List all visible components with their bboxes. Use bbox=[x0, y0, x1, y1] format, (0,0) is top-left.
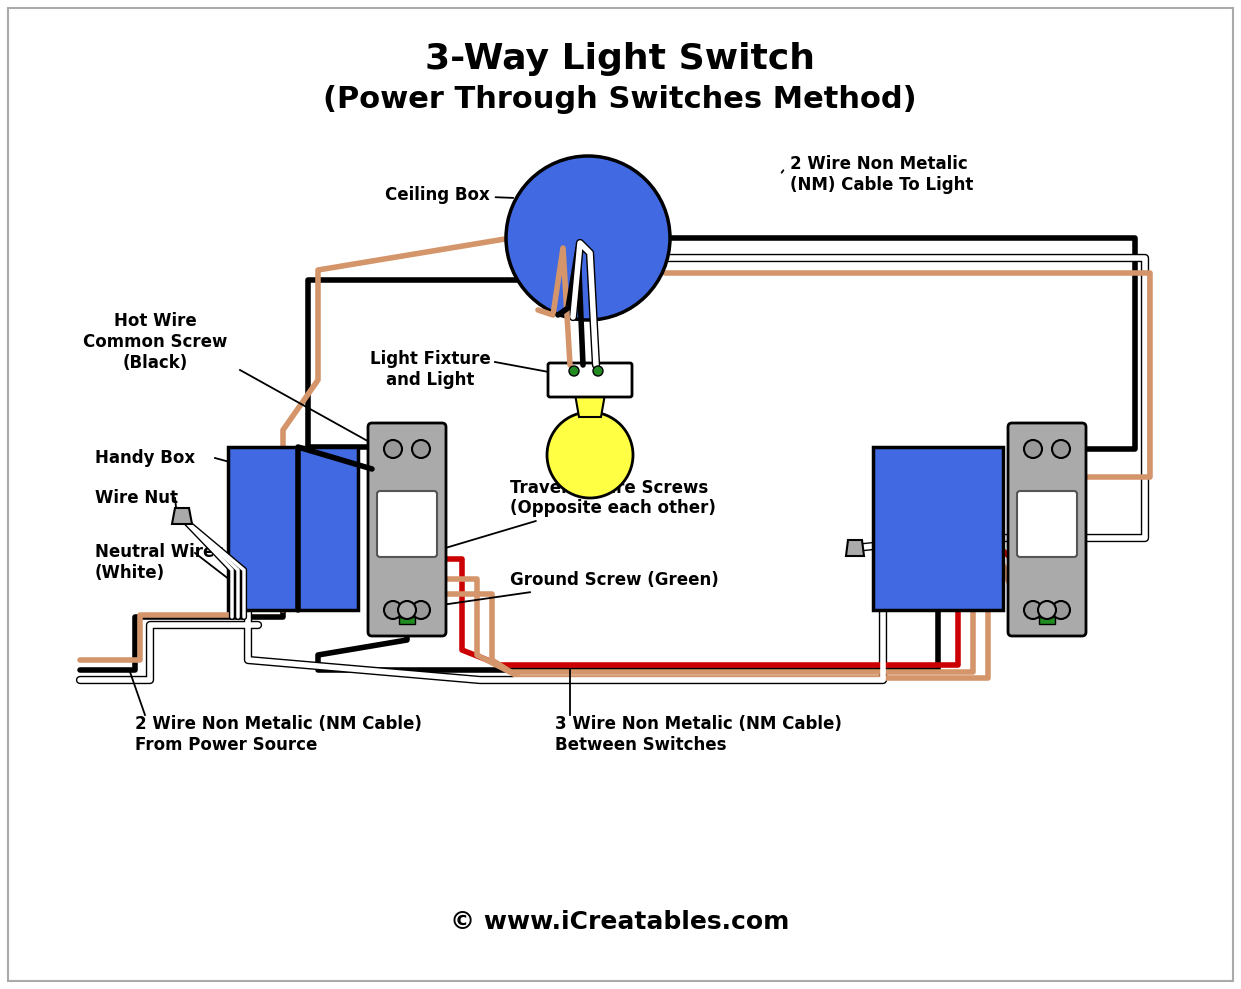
Circle shape bbox=[383, 440, 402, 458]
Circle shape bbox=[570, 366, 580, 376]
FancyBboxPatch shape bbox=[400, 617, 414, 624]
Text: Traveler Wire Screws
(Opposite each other): Traveler Wire Screws (Opposite each othe… bbox=[444, 479, 716, 548]
Circle shape bbox=[1052, 601, 1070, 619]
Circle shape bbox=[412, 601, 429, 619]
Text: 3-Way Light Switch: 3-Way Light Switch bbox=[424, 42, 815, 76]
Circle shape bbox=[1037, 601, 1056, 619]
Circle shape bbox=[398, 601, 416, 619]
Polygon shape bbox=[846, 540, 864, 556]
Text: Ceiling Box: Ceiling Box bbox=[385, 186, 514, 204]
FancyBboxPatch shape bbox=[1039, 617, 1055, 624]
Text: 2 Wire Non Metalic
(NM) Cable To Light: 2 Wire Non Metalic (NM) Cable To Light bbox=[791, 155, 973, 194]
Circle shape bbox=[412, 440, 429, 458]
Circle shape bbox=[593, 366, 603, 376]
Text: 2 Wire Non Metalic (NM Cable)
From Power Source: 2 Wire Non Metalic (NM Cable) From Power… bbox=[135, 715, 422, 754]
Circle shape bbox=[383, 601, 402, 619]
Text: © www.iCreatables.com: © www.iCreatables.com bbox=[450, 910, 789, 934]
Text: Hot Wire
Common Screw
(Black): Hot Wire Common Screw (Black) bbox=[83, 312, 227, 372]
FancyBboxPatch shape bbox=[1008, 423, 1086, 636]
Circle shape bbox=[1024, 601, 1042, 619]
Polygon shape bbox=[575, 394, 606, 417]
Text: Wire Nut: Wire Nut bbox=[96, 489, 177, 507]
Text: (Power Through Switches Method): (Power Through Switches Method) bbox=[323, 85, 917, 114]
FancyBboxPatch shape bbox=[7, 8, 1234, 981]
Text: Light Fixture
and Light: Light Fixture and Light bbox=[370, 350, 490, 389]
Circle shape bbox=[1024, 440, 1042, 458]
Circle shape bbox=[506, 156, 670, 320]
Text: 3 Wire Non Metalic (NM Cable)
Between Switches: 3 Wire Non Metalic (NM Cable) Between Sw… bbox=[555, 715, 841, 754]
Polygon shape bbox=[172, 508, 192, 524]
FancyBboxPatch shape bbox=[377, 491, 437, 557]
Text: Ground Screw (Green): Ground Screw (Green) bbox=[410, 571, 719, 609]
Text: Neutral Wires
(White): Neutral Wires (White) bbox=[96, 543, 225, 582]
FancyBboxPatch shape bbox=[228, 447, 357, 610]
Circle shape bbox=[1052, 440, 1070, 458]
Text: Handy Box: Handy Box bbox=[96, 449, 195, 467]
FancyBboxPatch shape bbox=[1018, 491, 1077, 557]
FancyBboxPatch shape bbox=[872, 447, 1003, 610]
FancyBboxPatch shape bbox=[549, 363, 632, 397]
Circle shape bbox=[547, 412, 633, 498]
FancyBboxPatch shape bbox=[369, 423, 446, 636]
